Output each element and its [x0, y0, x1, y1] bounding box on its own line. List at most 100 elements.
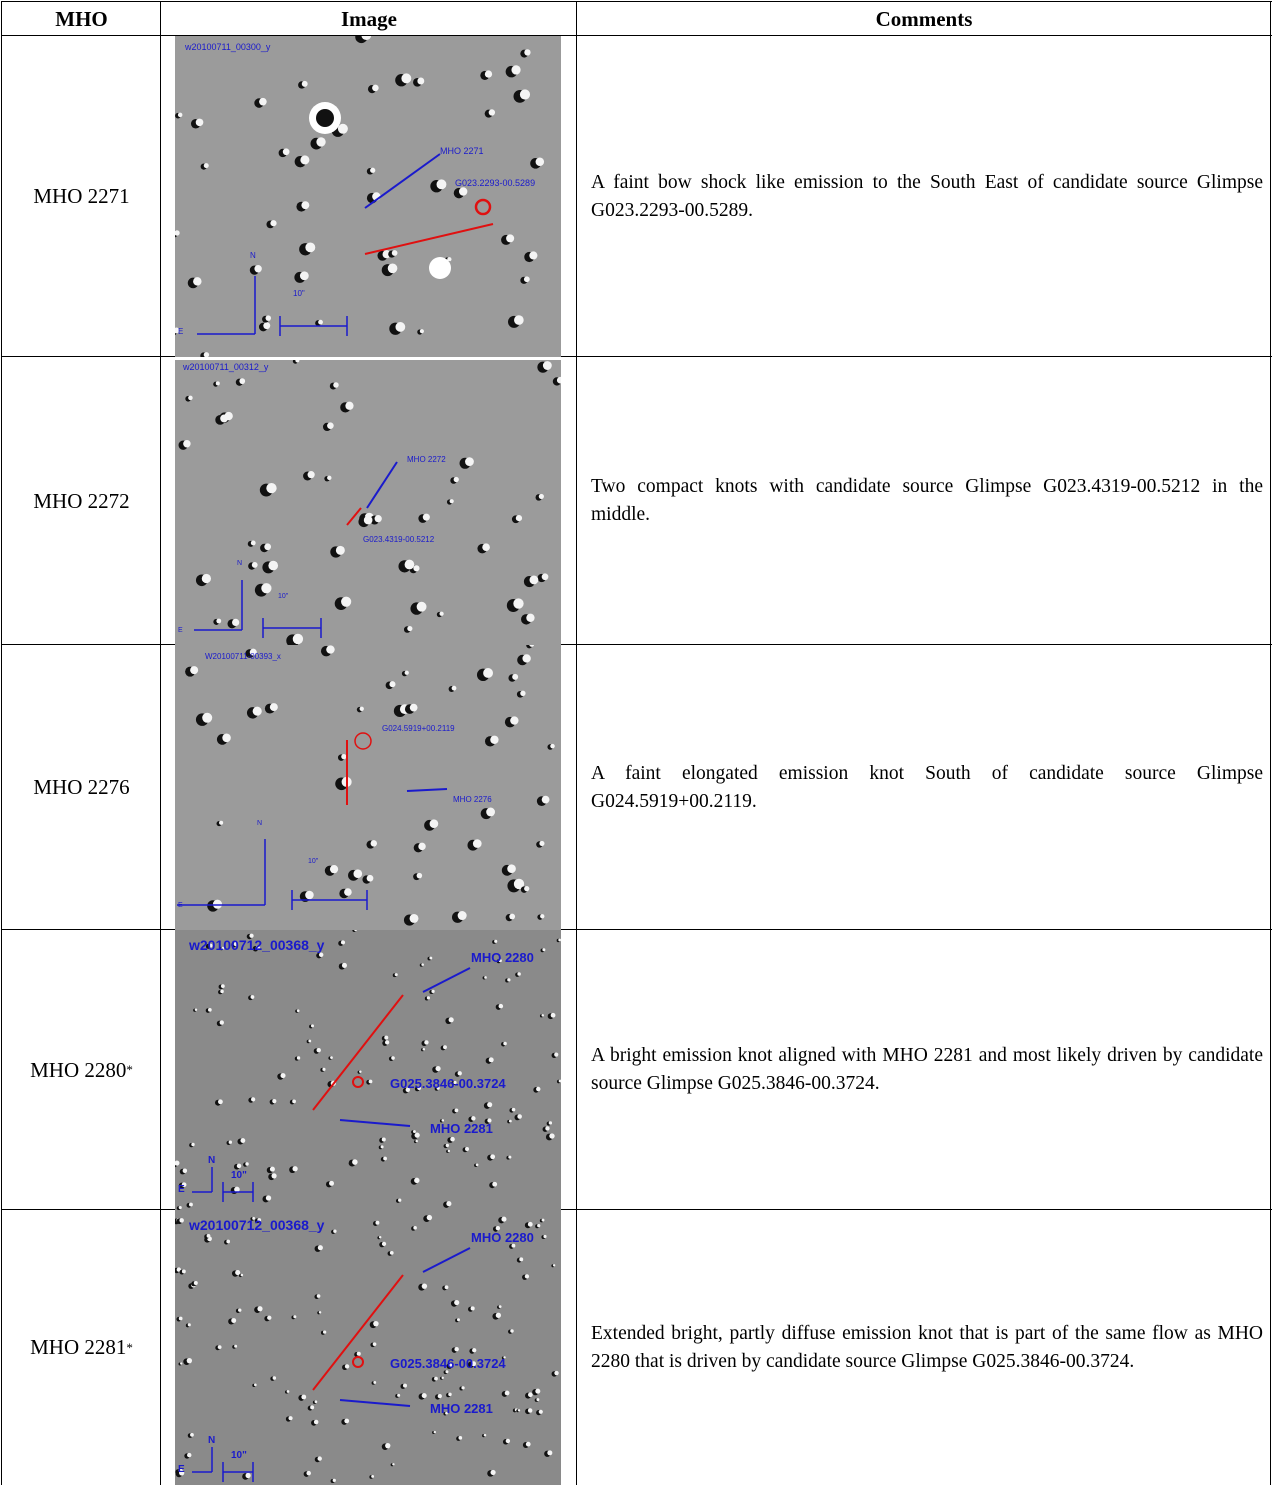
star-bright [254, 265, 262, 273]
image-label: G025.3846-00.3724 [390, 1356, 506, 1371]
star-bright [513, 598, 524, 609]
annotation-line [312, 1274, 404, 1391]
annotation-line [422, 967, 471, 993]
star-bright [517, 1114, 522, 1119]
star-bright [435, 1066, 441, 1072]
image-label: 10" [278, 593, 289, 600]
star-bright [267, 1315, 272, 1320]
star-bright [371, 1474, 375, 1478]
column-rule [1270, 2, 1272, 1485]
star-bright [330, 1056, 333, 1059]
star-bright [340, 940, 346, 945]
star-bright [418, 842, 426, 851]
star-bright [511, 1107, 516, 1112]
star-bright [488, 109, 496, 116]
star-bright [409, 913, 419, 923]
star-bright [363, 515, 373, 525]
annotation-line [312, 994, 404, 1111]
star-bright [268, 560, 279, 571]
star-bright [193, 1281, 198, 1286]
star-bright [429, 956, 433, 960]
image-background [175, 645, 561, 930]
star-bright [538, 1409, 543, 1414]
image-label: w20100711_00312_y [182, 362, 269, 372]
star-bright [535, 157, 545, 167]
image: W20100711-00393_x G024.5919+00.2119 MHO 22… [175, 645, 561, 930]
star-bright [542, 361, 552, 370]
star-bright [295, 360, 300, 363]
star-bright [558, 938, 561, 942]
mho-id: MHO 2272 [33, 488, 130, 513]
comment-cell: Extended bright, partly diffuse emission… [591, 1322, 1263, 1372]
annotation-line [346, 507, 362, 526]
image-label: MHO 2281 [430, 1401, 493, 1416]
star-bright [305, 890, 314, 900]
star-bright [366, 874, 374, 882]
star-bright [208, 943, 213, 948]
annotation-line [364, 223, 494, 255]
star-bright [412, 1130, 416, 1133]
star-bright [292, 1166, 298, 1172]
star-bright [487, 1102, 493, 1108]
star-bright [208, 1007, 212, 1012]
star-bright [220, 984, 225, 989]
star-bright [361, 36, 372, 41]
star-bright [220, 989, 224, 994]
star-bright [221, 946, 225, 950]
star-bright [329, 865, 339, 874]
star-bright [288, 1416, 293, 1421]
star-bright [421, 1393, 427, 1399]
star-bright [484, 70, 493, 78]
star-bright [454, 1300, 460, 1306]
star-bright [484, 976, 487, 979]
star-bright [409, 703, 418, 712]
star-bright [265, 315, 272, 321]
star-bright [255, 945, 260, 951]
star-bright [504, 1390, 510, 1396]
mho-cell: MHO 2272 [2, 357, 161, 645]
star-bright [507, 978, 511, 982]
star-bright [181, 1182, 187, 1188]
star-bright [335, 545, 345, 555]
star-bright [344, 1418, 350, 1424]
star-bright [404, 559, 415, 570]
row-rule [1, 1209, 1272, 1211]
star-bright [525, 1441, 531, 1447]
image-label: W20100711-00393_x [205, 652, 281, 661]
star-bright [456, 1318, 460, 1322]
image-label: MHO 2272 [407, 455, 446, 464]
star-bright [458, 1436, 463, 1440]
star-bright [187, 1452, 192, 1458]
star-bright [541, 573, 549, 581]
star-bright [523, 276, 530, 283]
star-bright [552, 1264, 556, 1267]
comment-cell: A faint bow shock like emission to the S… [591, 171, 1263, 221]
star-bright [266, 482, 277, 494]
star-bright [536, 1398, 540, 1402]
star-bright [394, 973, 398, 977]
star-bright [529, 575, 539, 585]
star-bright [178, 1316, 183, 1321]
star-bright [296, 1009, 300, 1013]
image-label: G023.2293-00.5289 [455, 178, 535, 188]
star-bright [286, 1390, 290, 1393]
comment-cell: A faint elongated emission knot South of… [591, 762, 1263, 812]
star-bright [510, 1329, 514, 1333]
star-bright [465, 1146, 470, 1151]
star-bright [249, 648, 257, 656]
star-bright [519, 1257, 524, 1262]
star-bright [508, 1155, 512, 1159]
star-bright [308, 1039, 312, 1043]
mho-id: MHO 2276 [33, 775, 130, 799]
star-bright [447, 1149, 451, 1153]
source-marker [352, 1076, 364, 1088]
star-bright [381, 1241, 387, 1246]
star-bright [382, 250, 391, 259]
star-bright [528, 1392, 533, 1398]
star-bright [327, 475, 332, 481]
star-bright [380, 1145, 384, 1149]
bright-star-core [316, 109, 334, 127]
star-bright [250, 540, 256, 546]
star-bright [554, 1370, 559, 1376]
star-bright [384, 1040, 390, 1045]
